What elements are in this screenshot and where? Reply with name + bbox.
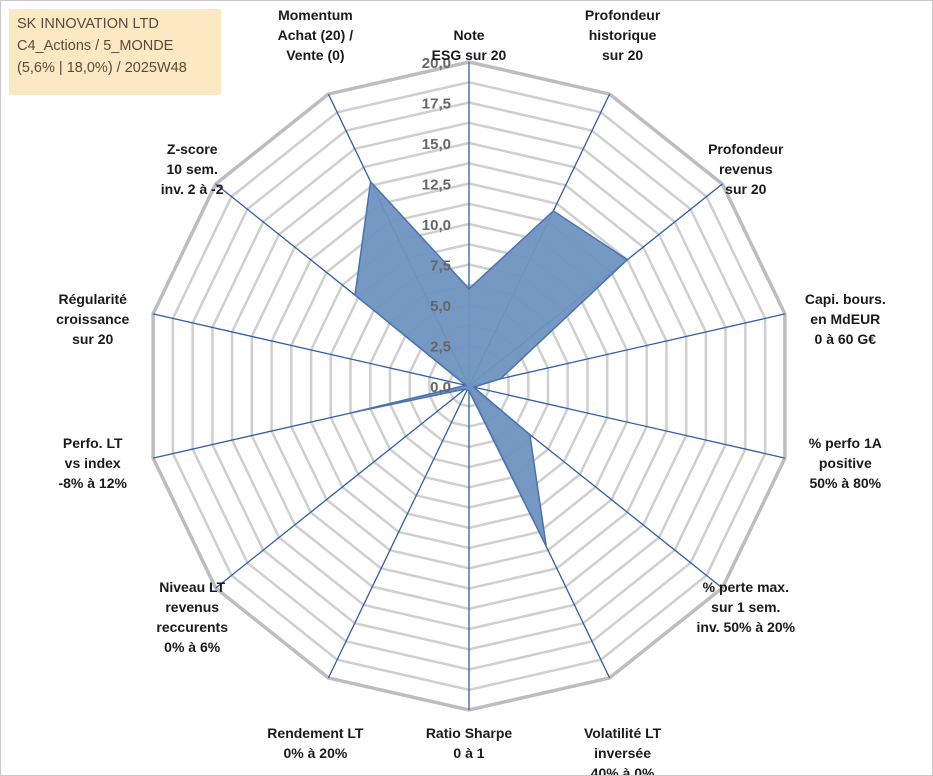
axis-label: reccurents <box>156 619 228 635</box>
axis-label: revenus <box>165 599 219 615</box>
tick-label: 17,5 <box>422 96 451 113</box>
company-name: SK INNOVATION LTD <box>17 16 159 32</box>
tick-label: 12,5 <box>422 177 451 194</box>
axis-label: historique <box>589 27 657 43</box>
axis-label: Ratio Sharpe <box>426 725 513 741</box>
axis-label: 50% à 80% <box>809 475 881 491</box>
axis-label: Volatilité LT <box>584 725 662 741</box>
axis-label: ESG sur 20 <box>432 47 507 63</box>
axis-spoke <box>215 385 470 589</box>
axis-label: sur 20 <box>602 47 643 63</box>
tick-label: 15,0 <box>422 136 451 153</box>
axis-label: 0% à 6% <box>164 639 221 655</box>
axis-label: Profondeur <box>708 141 784 157</box>
radial-tick-labels: 0,0 2,5 5,0 7,5 10,0 12,5 15,0 17,5 20,0 <box>422 55 451 396</box>
axis-label: Note <box>453 27 484 43</box>
axis-label: Vente (0) <box>286 47 344 63</box>
axis-label: Profondeur <box>585 7 661 23</box>
axis-label: Rendement LT <box>267 725 364 741</box>
axis-label: revenus <box>719 161 773 177</box>
axis-label: Perfo. LT <box>63 435 123 451</box>
axis-label: Momentum <box>278 7 353 23</box>
info-box: SK INNOVATION LTD C4_Actions / 5_MONDE (… <box>9 9 221 95</box>
tick-label: 2,5 <box>430 339 451 356</box>
axis-spoke <box>468 385 786 459</box>
axis-label: 0 à 1 <box>453 745 484 761</box>
axis-label: inversée <box>594 745 651 761</box>
performance-week: (5,6% | 18,0%) / 2025W48 <box>17 60 187 76</box>
axis-label: sur 20 <box>72 331 113 347</box>
axis-label: Achat (20) / <box>278 27 354 43</box>
axis-label: -8% à 12% <box>58 475 127 491</box>
axis-label: croissance <box>56 311 129 327</box>
axis-label: en MdEUR <box>810 311 880 327</box>
tick-label: 0,0 <box>430 379 451 396</box>
tick-label: 10,0 <box>422 217 451 234</box>
axis-spoke <box>327 385 470 679</box>
axis-label: 40% à 0% <box>591 765 655 775</box>
radar-series <box>350 180 629 547</box>
tick-label: 20,0 <box>422 55 451 72</box>
axis-label: Régularité <box>58 291 127 307</box>
axis-label: vs index <box>65 455 121 471</box>
axis-label: 0% à 20% <box>283 745 347 761</box>
axis-label: 0 à 60 G€ <box>815 331 877 347</box>
axis-spoke <box>152 313 470 387</box>
axis-spoke <box>468 313 786 387</box>
axis-label: sur 20 <box>725 181 766 197</box>
series-area <box>350 180 629 547</box>
axis-label: sur 1 sem. <box>711 599 780 615</box>
axis-label: inv. 2 à -2 <box>161 181 224 197</box>
axis-label: % perte max. <box>703 579 789 595</box>
portfolio-category: C4_Actions / 5_MONDE <box>17 38 174 54</box>
axis-label: Niveau LT <box>159 579 225 595</box>
axis-label: positive <box>819 455 872 471</box>
axis-label: Z-score <box>167 141 218 157</box>
tick-label: 5,0 <box>430 298 451 315</box>
axis-label: inv. 50% à 20% <box>697 619 796 635</box>
tick-label: 7,5 <box>430 258 451 275</box>
axis-label: 10 sem. <box>167 161 218 177</box>
axis-label: Capi. bours. <box>805 291 886 307</box>
axis-labels: Note ESG sur 20 Profondeur historique sur 20… <box>56 7 886 775</box>
axis-label: % perfo 1A <box>809 435 882 451</box>
